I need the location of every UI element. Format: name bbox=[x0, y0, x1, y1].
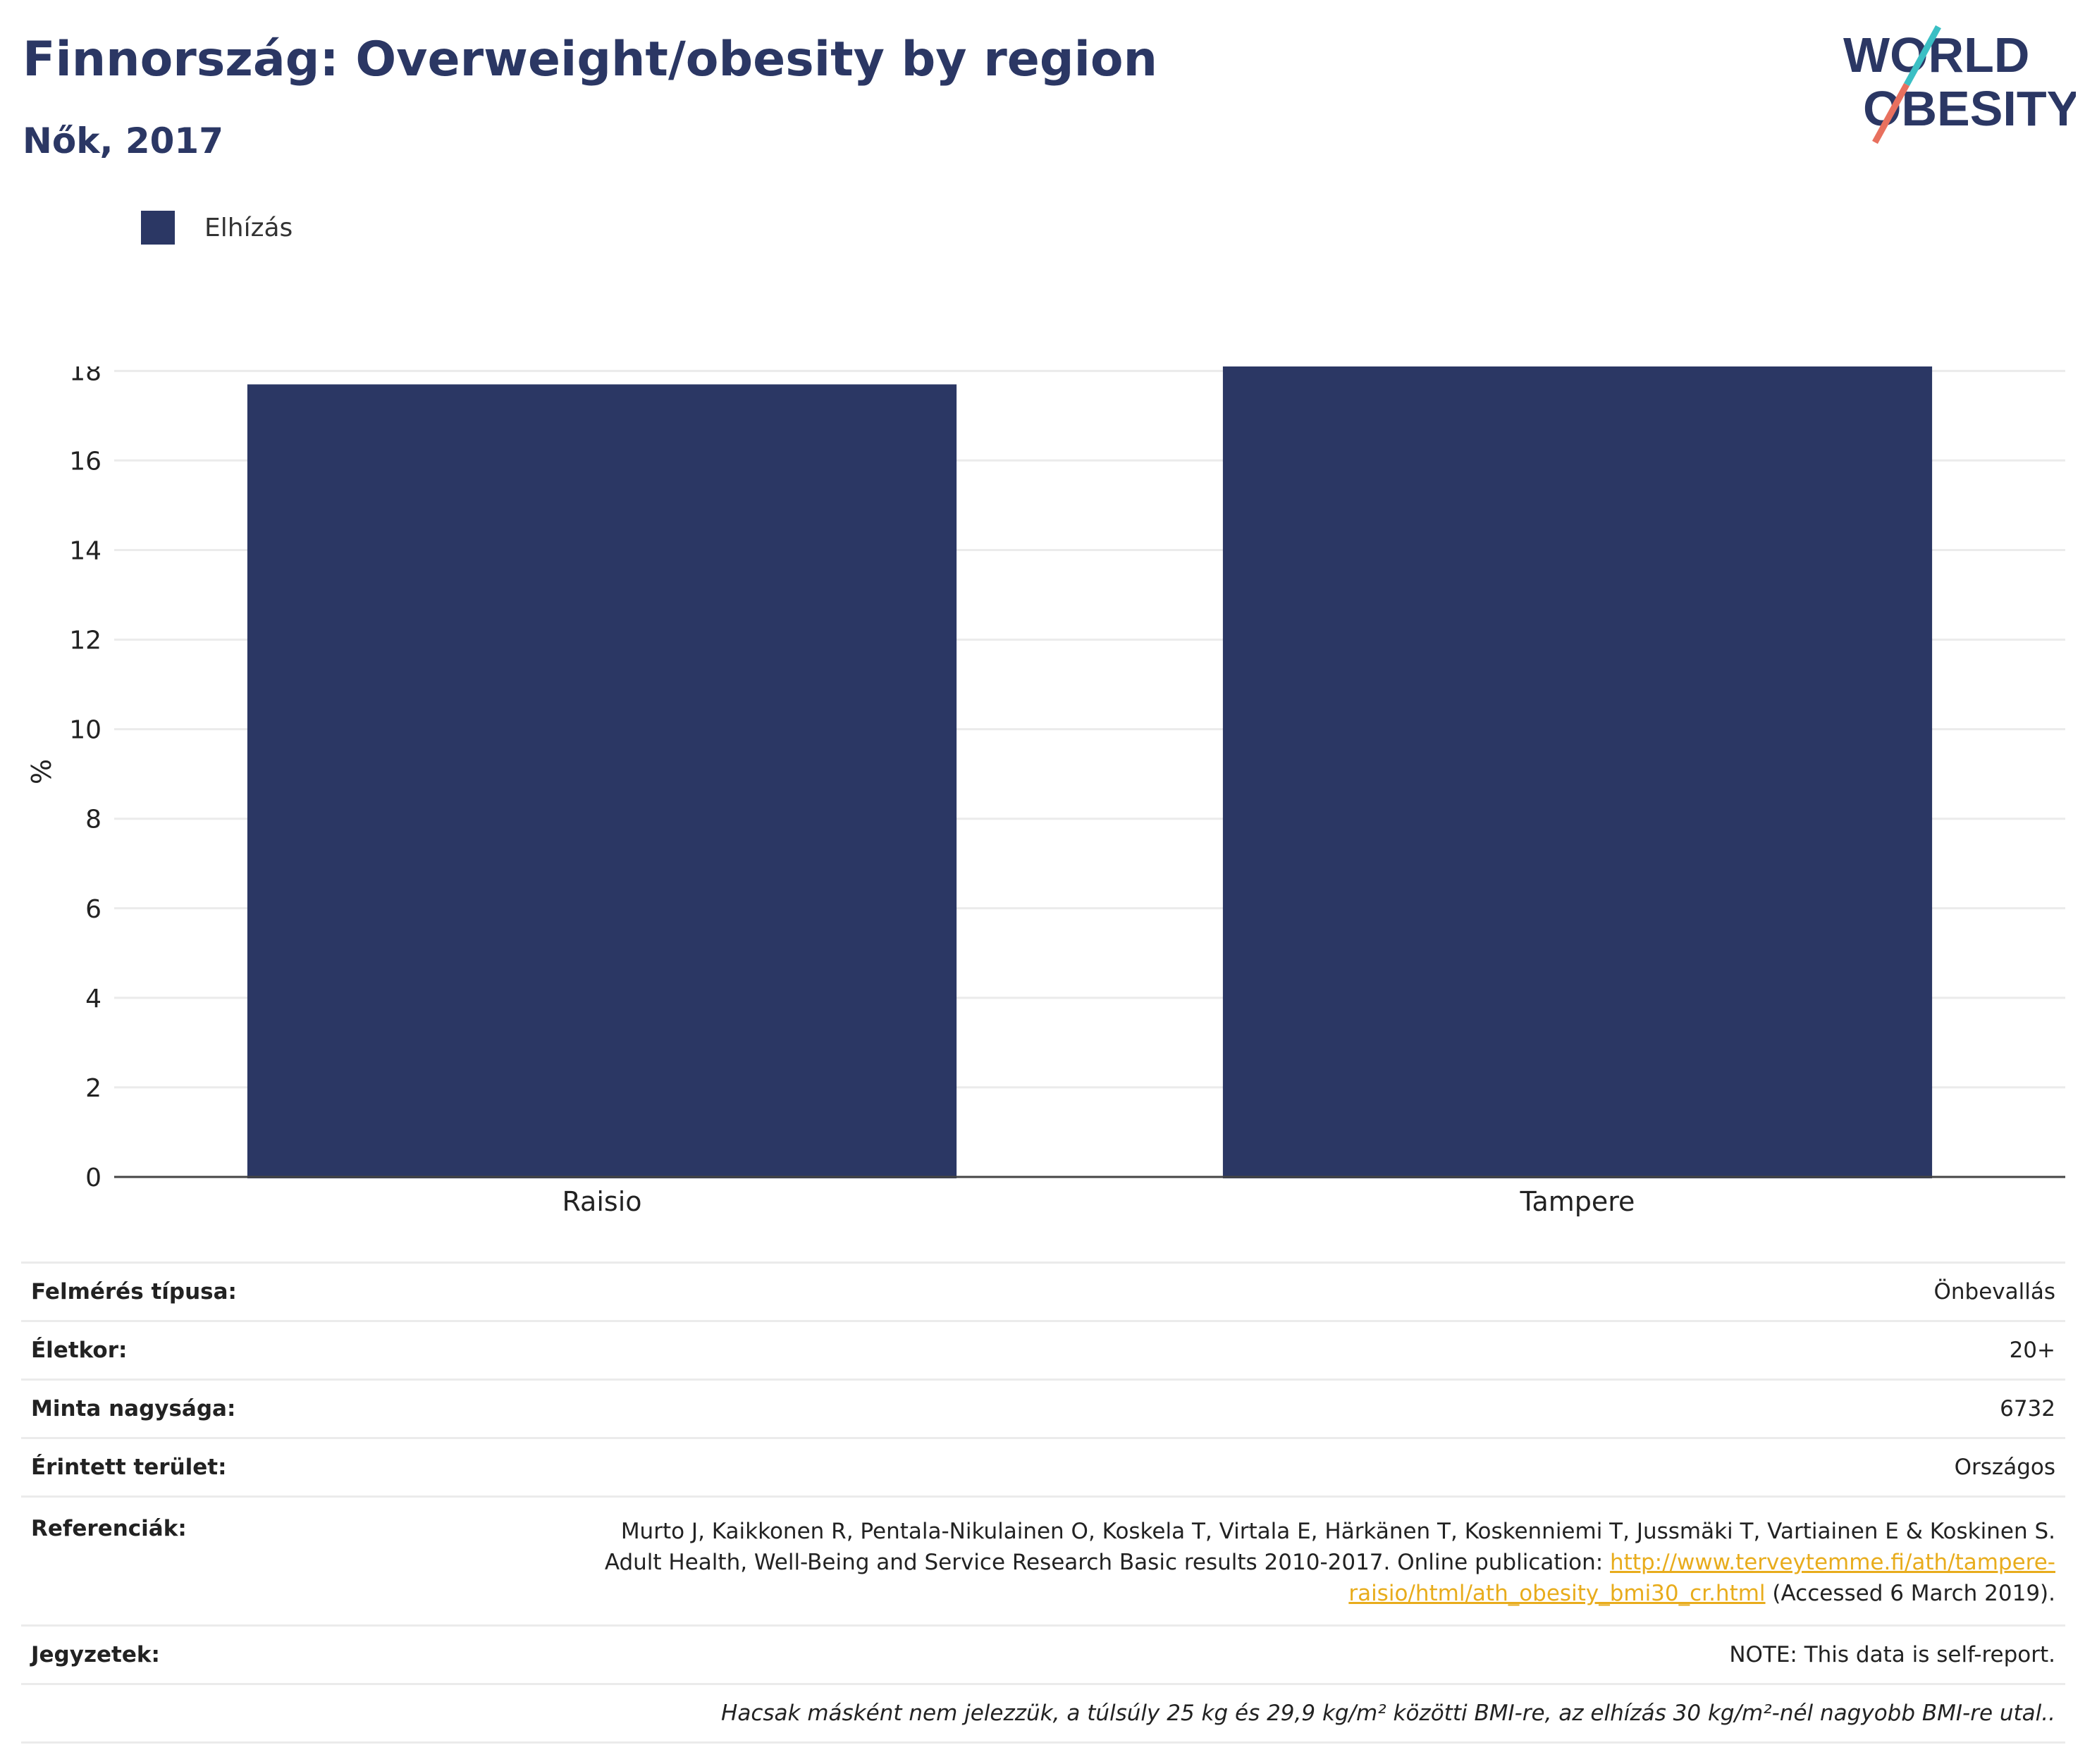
y-tick-label: 16 bbox=[69, 447, 102, 476]
axis-layer: 0 2 4 6 8 10 12 14 16 18 Raisio Tampere bbox=[69, 366, 2065, 1217]
y-tick-label: 10 bbox=[69, 716, 102, 745]
reference-link-part-1[interactable]: http://www.terveytemme.fi/ath/tampere- bbox=[1610, 1550, 2055, 1575]
references-label: Referenciák: bbox=[31, 1516, 187, 1541]
area-value: Országos bbox=[1954, 1455, 2055, 1480]
y-tick-label: 8 bbox=[85, 806, 102, 834]
references-line-3: raisio/html/ath_obesity_bmi30_cr.html (A… bbox=[605, 1578, 2055, 1609]
meta-row-sample-size: Minta nagysága: 6732 bbox=[21, 1378, 2065, 1437]
age-value: 20+ bbox=[2009, 1338, 2055, 1363]
legend-swatch bbox=[141, 211, 175, 245]
metadata-table: Felmérés típusa: Önbevallás Életkor: 20+… bbox=[21, 1262, 2065, 1744]
area-label: Érintett terület: bbox=[31, 1455, 227, 1480]
logo-slash-teal bbox=[1904, 25, 1941, 87]
notes-value: NOTE: This data is self-report. bbox=[1729, 1642, 2055, 1667]
bar-tampere[interactable] bbox=[1222, 366, 1933, 1178]
bar-chart: 0 2 4 6 8 10 12 14 16 18 Raisio Tampere % bbox=[26, 366, 2065, 1217]
notes-label: Jegyzetek: bbox=[31, 1642, 160, 1667]
footnote-text: Hacsak másként nem jelezzük, a túlsúly 2… bbox=[721, 1701, 2055, 1726]
world-obesity-logo: WORLD OBESITY bbox=[1843, 25, 2076, 144]
y-tick-label: 4 bbox=[85, 985, 102, 1013]
sample-size-label: Minta nagysága: bbox=[31, 1396, 236, 1421]
logo-word-obesity: OBESITY bbox=[1863, 81, 2076, 136]
meta-row-notes: Jegyzetek: NOTE: This data is self-repor… bbox=[21, 1624, 2065, 1683]
survey-type-label: Felmérés típusa: bbox=[31, 1279, 237, 1305]
x-tick-label: Raisio bbox=[562, 1186, 641, 1217]
meta-row-references: Referenciák: Murto J, Kaikkonen R, Penta… bbox=[21, 1495, 2065, 1624]
meta-row-footnote: Hacsak másként nem jelezzük, a túlsúly 2… bbox=[21, 1683, 2065, 1741]
references-accessed: (Accessed 6 March 2019). bbox=[1765, 1581, 2055, 1606]
y-tick-label: 2 bbox=[85, 1074, 102, 1103]
references-text: Murto J, Kaikkonen R, Pentala-Nikulainen… bbox=[605, 1516, 2055, 1609]
y-tick-label: 6 bbox=[85, 895, 102, 924]
references-line-2-text: Adult Health, Well-Being and Service Res… bbox=[604, 1550, 1611, 1575]
page-title: Finnország: Overweight/obesity by region bbox=[23, 32, 1158, 87]
chart-legend[interactable]: Elhízás bbox=[141, 210, 293, 245]
references-line-2: Adult Health, Well-Being and Service Res… bbox=[605, 1547, 2055, 1578]
table-bottom-border bbox=[21, 1741, 2065, 1744]
page-subtitle: Nők, 2017 bbox=[23, 121, 224, 161]
legend-label: Elhízás bbox=[204, 213, 293, 242]
logo-slash-coral bbox=[1872, 82, 1909, 144]
references-line-1: Murto J, Kaikkonen R, Pentala-Nikulainen… bbox=[620, 1519, 2055, 1544]
y-tick-label: 12 bbox=[69, 627, 102, 655]
y-tick-label: 14 bbox=[69, 536, 102, 565]
y-axis-label: % bbox=[26, 759, 57, 784]
meta-row-age: Életkor: 20+ bbox=[21, 1320, 2065, 1378]
sample-size-value: 6732 bbox=[2000, 1396, 2055, 1421]
bar-raisio[interactable] bbox=[247, 384, 957, 1179]
x-tick-label: Tampere bbox=[1520, 1186, 1635, 1217]
meta-row-survey-type: Felmérés típusa: Önbevallás bbox=[21, 1262, 2065, 1320]
meta-row-area: Érintett terület: Országos bbox=[21, 1437, 2065, 1495]
reference-link-part-2[interactable]: raisio/html/ath_obesity_bmi30_cr.html bbox=[1348, 1581, 1766, 1606]
y-tick-label: 0 bbox=[85, 1164, 102, 1192]
bar-layer bbox=[247, 366, 1933, 1179]
survey-type-value: Önbevallás bbox=[1933, 1279, 2055, 1305]
age-label: Életkor: bbox=[31, 1338, 128, 1363]
y-tick-label: 18 bbox=[69, 366, 102, 386]
